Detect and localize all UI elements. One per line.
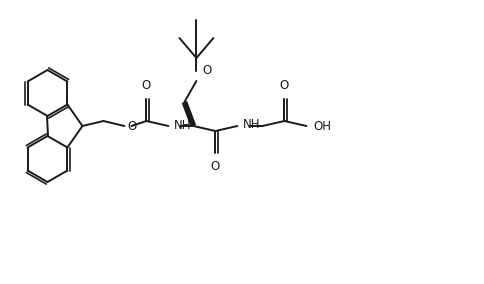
Text: O: O [127,120,136,133]
Text: NH: NH [173,118,191,131]
Text: O: O [280,79,289,92]
Text: O: O [202,64,212,77]
Text: O: O [211,160,220,173]
Text: O: O [142,79,151,92]
Text: OH: OH [314,120,332,133]
Text: NH: NH [242,118,260,131]
